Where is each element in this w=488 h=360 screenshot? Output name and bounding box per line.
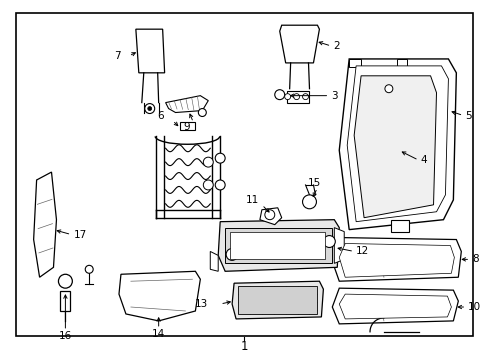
Circle shape [203,180,213,190]
Bar [390,220,408,231]
Circle shape [302,94,308,100]
Polygon shape [165,96,208,113]
Polygon shape [119,271,200,321]
Bar [396,59,406,67]
Text: 8: 8 [471,255,478,264]
Text: 7: 7 [114,51,121,61]
Circle shape [284,94,290,100]
Bar [179,122,195,130]
Circle shape [215,180,224,190]
Polygon shape [136,29,164,73]
Circle shape [59,274,72,288]
Polygon shape [334,228,344,264]
Bar [238,286,317,314]
Polygon shape [339,59,455,230]
Circle shape [198,109,206,117]
Polygon shape [218,220,339,271]
Bar [224,228,332,264]
Text: 17: 17 [73,230,86,239]
Text: 4: 4 [420,155,427,165]
Text: 11: 11 [245,195,258,205]
Text: 12: 12 [355,247,368,256]
Polygon shape [232,281,323,319]
Polygon shape [339,243,453,277]
Bar [348,59,360,67]
Text: 1: 1 [240,340,247,353]
Circle shape [147,107,151,111]
Circle shape [323,235,335,247]
Text: 13: 13 [195,299,208,309]
Polygon shape [339,294,450,319]
Polygon shape [210,251,218,271]
Circle shape [302,195,316,209]
Text: 15: 15 [307,178,321,188]
Bar [286,91,308,103]
Circle shape [264,210,274,220]
Text: 16: 16 [59,331,72,341]
Polygon shape [332,288,457,324]
Polygon shape [259,208,281,225]
Polygon shape [346,66,447,222]
Circle shape [384,85,392,93]
Circle shape [215,153,224,163]
Circle shape [293,94,299,100]
Text: 9: 9 [183,122,189,132]
Circle shape [274,90,284,100]
Text: 2: 2 [333,41,339,51]
Polygon shape [34,172,56,277]
Text: 6: 6 [157,112,163,121]
Text: 14: 14 [152,329,165,339]
Text: 3: 3 [331,91,337,101]
Circle shape [225,248,238,260]
Text: 5: 5 [464,111,471,121]
Text: 10: 10 [468,302,480,312]
Circle shape [144,104,154,113]
Polygon shape [353,76,436,218]
Polygon shape [279,25,319,63]
Polygon shape [332,238,460,281]
Bar [61,291,70,311]
Circle shape [203,157,213,167]
Bar [230,231,325,260]
Circle shape [85,265,93,273]
